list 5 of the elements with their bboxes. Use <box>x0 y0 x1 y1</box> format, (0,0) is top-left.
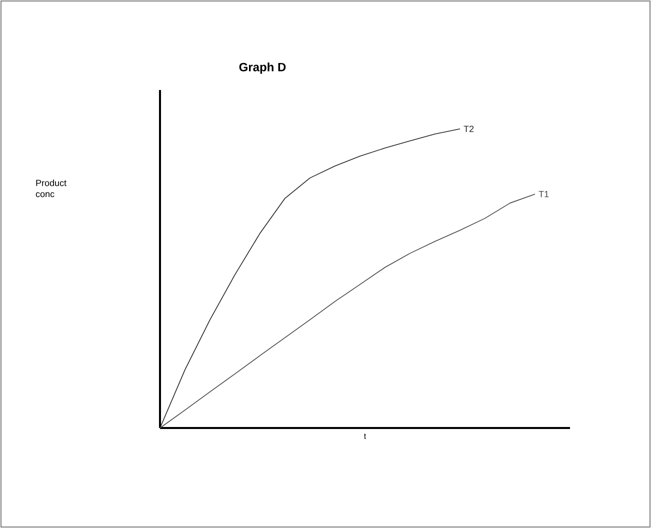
series-label: T1 <box>538 190 549 198</box>
x-axis-title: t <box>364 434 366 439</box>
series-label: T2 <box>464 126 474 132</box>
chart-title: Graph D <box>239 62 286 74</box>
text: Product conc <box>36 180 66 198</box>
